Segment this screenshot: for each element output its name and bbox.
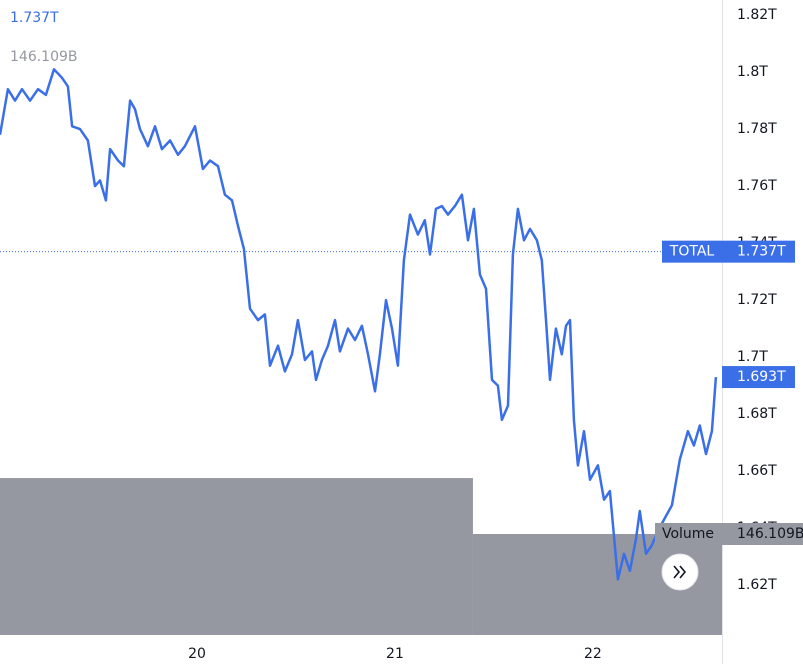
last-value-box bbox=[722, 366, 795, 389]
volume-value-label: 146.109B bbox=[737, 526, 803, 542]
legend-volume: 146.109B bbox=[10, 49, 78, 65]
y-tick-label: 1.72T bbox=[737, 292, 777, 308]
current-value-label: 1.737T bbox=[737, 244, 786, 260]
last-value-label: 1.693T bbox=[737, 369, 786, 385]
x-tick-label: 22 bbox=[584, 646, 602, 662]
y-tick-label: 1.82T bbox=[737, 7, 777, 23]
volume-name: Volume bbox=[662, 526, 714, 542]
y-tick-label: 1.8T bbox=[737, 64, 768, 80]
x-tick-label: 21 bbox=[386, 646, 404, 662]
legend-price: 1.737T bbox=[10, 10, 59, 26]
current-value-box bbox=[722, 240, 795, 263]
price-line bbox=[0, 68, 718, 581]
y-tick-label: 1.66T bbox=[737, 463, 777, 479]
x-tick-label: 20 bbox=[188, 646, 206, 662]
y-tick-label: 1.7T bbox=[737, 349, 768, 365]
y-tick-label: 1.68T bbox=[737, 406, 777, 422]
y-tick-label: 1.78T bbox=[737, 121, 777, 137]
volume-value-box bbox=[722, 522, 803, 545]
volume-name-box bbox=[655, 522, 722, 545]
volume-bar bbox=[0, 478, 473, 635]
y-tick-label: 1.76T bbox=[737, 178, 777, 194]
series-name-box bbox=[662, 240, 722, 263]
y-tick-label: 1.62T bbox=[737, 577, 777, 593]
scroll-button-icon bbox=[673, 565, 687, 579]
series-name: TOTAL bbox=[669, 244, 715, 260]
scroll-button[interactable] bbox=[661, 553, 699, 591]
